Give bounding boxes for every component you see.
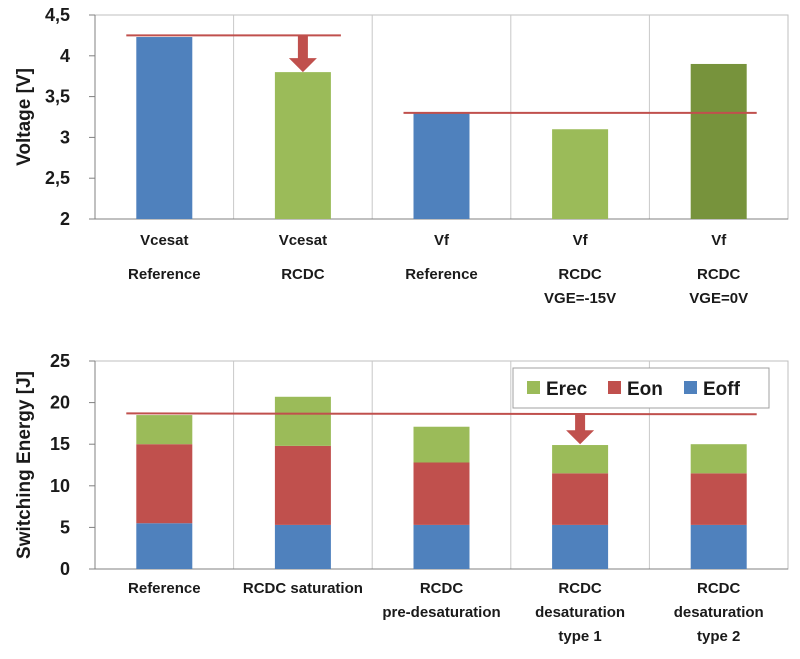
y-tick-label: 5 — [60, 517, 70, 537]
y-axis-title: Voltage [V] — [14, 68, 35, 166]
y-tick-label: 4,5 — [45, 5, 70, 25]
bar-segment-eoff — [552, 524, 609, 569]
bar-segment-erec — [413, 426, 470, 463]
category-label: RCDC — [697, 266, 740, 283]
y-tick-label: 0 — [60, 559, 70, 579]
reference-line — [126, 412, 757, 416]
category-label: Vcesat — [279, 232, 327, 249]
category-label: desaturation — [535, 604, 625, 621]
category-label: Vcesat — [140, 232, 188, 249]
category-label: Vf — [573, 232, 589, 249]
category-label: RCDC — [697, 580, 740, 597]
switching-energy-chart: 0 5 10 15 20 25 Switching Energy [J] Reference R… — [14, 351, 789, 645]
y-tick-label: 25 — [50, 351, 70, 371]
legend-swatch — [608, 381, 621, 394]
category-label: RCDC — [281, 266, 324, 283]
y-tick-label: 2 — [60, 209, 70, 229]
bar-segment-eon — [136, 444, 193, 524]
legend: Erec Eon Eoff — [512, 367, 770, 409]
y-tick-label: 3,5 — [45, 87, 70, 107]
category-label: desaturation — [674, 604, 764, 621]
y-tick-label: 10 — [50, 476, 70, 496]
category-label: VGE=0V — [689, 290, 748, 307]
y-tick-label: 4 — [60, 46, 70, 66]
category-label: RCDC — [420, 580, 463, 597]
legend-label: Eoff — [703, 379, 741, 400]
y-tick-label: 3 — [60, 127, 70, 147]
bar — [413, 112, 470, 219]
bar-segment-eon — [552, 473, 609, 525]
category-label: Vf — [711, 232, 727, 249]
category-label: Vf — [434, 232, 450, 249]
category-label: Reference — [128, 580, 201, 597]
bar — [136, 37, 193, 220]
bar-segment-eoff — [413, 524, 470, 569]
legend-label: Erec — [546, 379, 588, 400]
legend-swatch — [684, 381, 697, 394]
category-label: type 1 — [558, 628, 601, 645]
legend-swatch — [527, 381, 540, 394]
category-label: pre-desaturation — [382, 604, 500, 621]
category-label: Reference — [128, 266, 201, 283]
voltage-chart: 2 2,5 3 3,5 4 4,5 Voltage [V] Vcesat Reference Vc… — [14, 5, 789, 307]
bar — [690, 63, 747, 220]
bar-segment-erec — [552, 445, 609, 474]
category-label: Reference — [405, 266, 478, 283]
bar-segment-eon — [274, 445, 331, 525]
category-label: type 2 — [697, 628, 740, 645]
bar-segment-eoff — [274, 524, 331, 569]
y-tick-label: 15 — [50, 434, 70, 454]
category-label: RCDC — [558, 266, 601, 283]
bar-segment-eon — [690, 473, 747, 525]
down-arrow — [566, 413, 595, 445]
legend-label: Eon — [627, 379, 663, 400]
bar-segment-erec — [274, 396, 331, 446]
bar — [274, 72, 331, 220]
y-tick-label: 20 — [50, 393, 70, 413]
legend-box — [512, 367, 770, 409]
category-label: RCDC — [558, 580, 601, 597]
down-arrow — [288, 35, 317, 73]
y-axis-title: Switching Energy [J] — [14, 371, 35, 559]
category-label: RCDC saturation — [243, 580, 363, 597]
bar — [552, 129, 609, 219]
bar-segment-eoff — [690, 524, 747, 569]
y-tick-label: 2,5 — [45, 168, 70, 188]
category-label: VGE=-15V — [544, 290, 616, 307]
bar-segment-eon — [413, 462, 470, 525]
bar-segment-erec — [690, 444, 747, 474]
bar-segment-erec — [136, 415, 193, 445]
bar-segment-eoff — [136, 523, 193, 569]
